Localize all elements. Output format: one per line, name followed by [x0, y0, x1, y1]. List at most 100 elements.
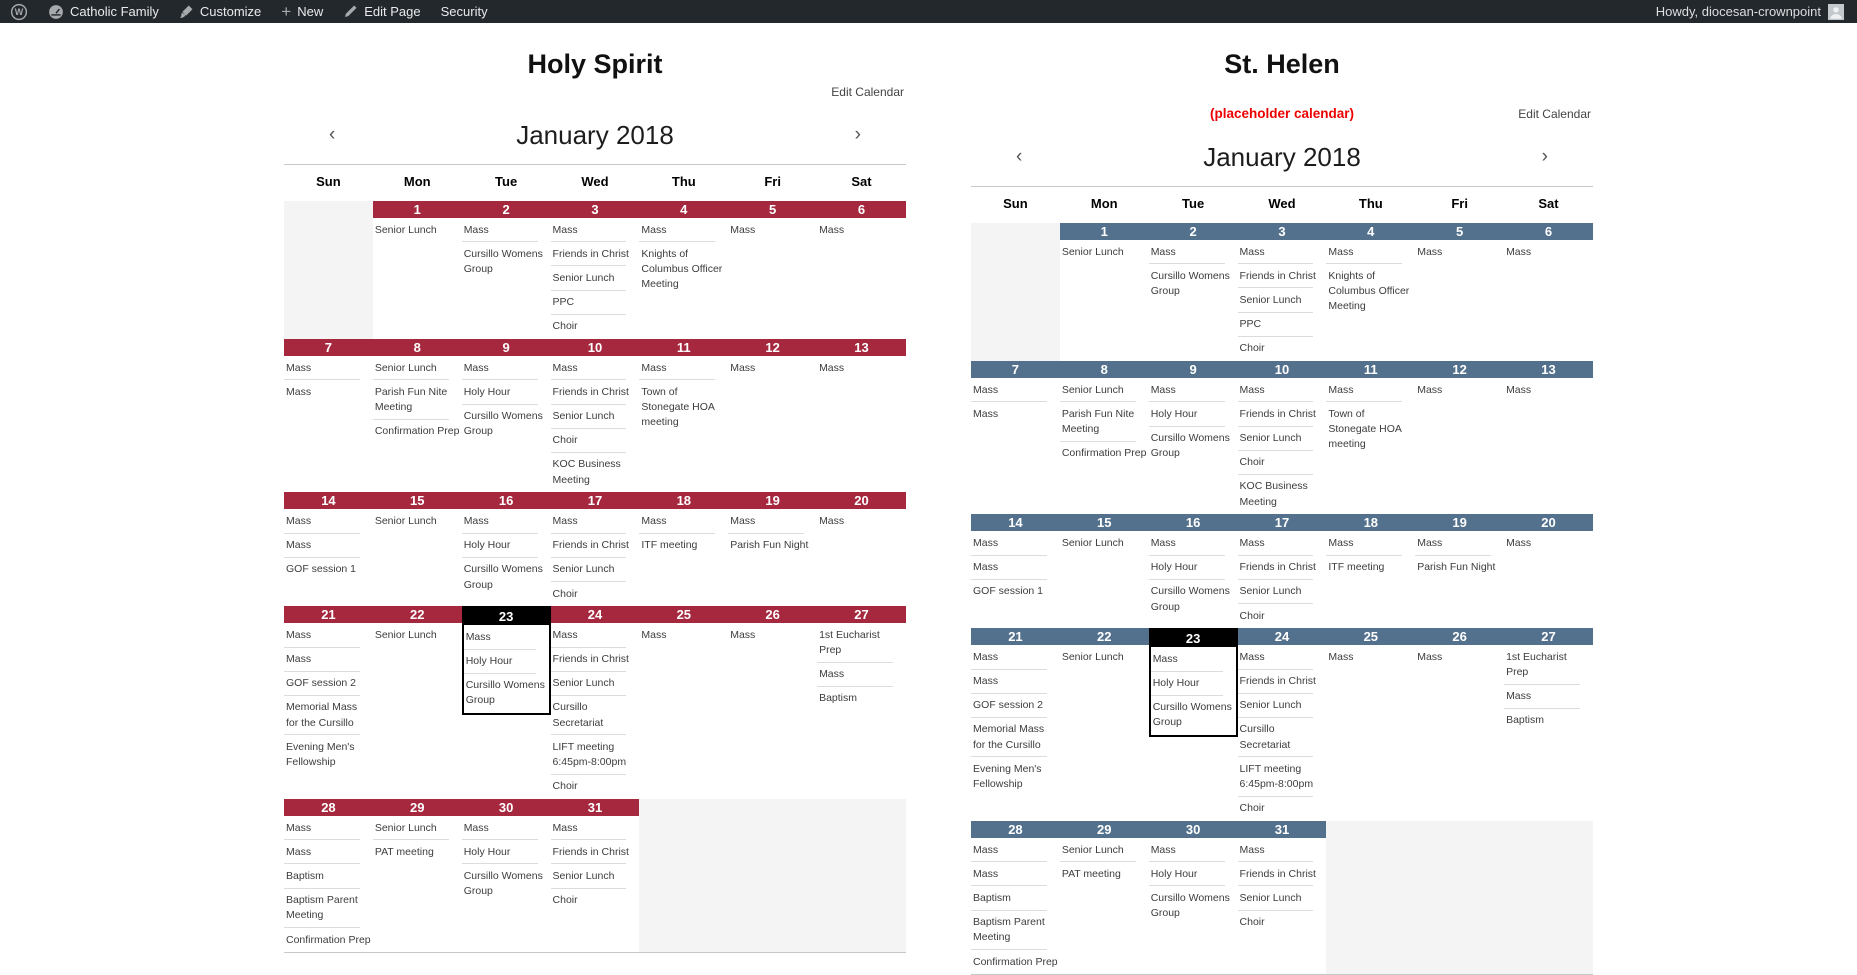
event-item[interactable]: Mass	[550, 356, 640, 381]
event-item[interactable]: Mass	[1237, 378, 1327, 403]
event-item[interactable]: Senior Lunch	[1061, 245, 1124, 258]
event-item[interactable]: Senior Lunch	[550, 864, 640, 889]
event-item[interactable]: Senior Lunch	[374, 514, 437, 527]
event-item[interactable]: Mass	[284, 648, 373, 672]
event-item[interactable]: Mass	[1148, 838, 1238, 863]
event-item[interactable]: Mass	[1326, 378, 1415, 403]
edit-calendar-link[interactable]: Edit Calendar	[1518, 107, 1591, 121]
event-item[interactable]: Cursillo Womens Group	[463, 247, 543, 275]
prev-month-button[interactable]: ‹	[1016, 146, 1023, 167]
event-item[interactable]: 1st Eucharist Prep	[817, 623, 906, 664]
event-item[interactable]: Senior Lunch	[1059, 378, 1149, 403]
event-item[interactable]: Confirmation Prep	[286, 933, 371, 946]
event-item[interactable]: Cursillo Womens Group	[1150, 432, 1230, 460]
event-item[interactable]: Friends in Christ	[1237, 862, 1327, 887]
event-item[interactable]: Mass	[728, 509, 817, 534]
event-item[interactable]: Mass	[284, 509, 373, 534]
event-item[interactable]: Friends in Christ	[550, 242, 640, 267]
event-item[interactable]: Mass	[1415, 531, 1504, 556]
event-item[interactable]: Mass	[1237, 240, 1327, 265]
event-item[interactable]: Friends in Christ	[550, 648, 640, 672]
event-item[interactable]: Memorial Mass for the Cursillo	[971, 718, 1060, 758]
event-item[interactable]: Mass	[1417, 245, 1443, 258]
event-item[interactable]: Mass	[817, 663, 906, 688]
event-item[interactable]: Senior Lunch	[1061, 536, 1124, 549]
event-item[interactable]: Holy Hour	[1148, 402, 1238, 427]
event-item[interactable]: Mass	[1506, 383, 1532, 396]
event-item[interactable]: GOF session 1	[286, 563, 357, 576]
event-item[interactable]: Friends in Christ	[1237, 264, 1327, 289]
admin-bar-item-catholic-family[interactable]: Catholic Family	[38, 0, 169, 23]
event-item[interactable]: Friends in Christ	[1237, 670, 1327, 694]
event-item[interactable]: Cursillo Secretariat	[1237, 718, 1327, 758]
event-item[interactable]: Holy Hour	[461, 840, 551, 865]
event-item[interactable]: Mass	[1506, 536, 1532, 549]
event-item[interactable]: GOF session 2	[971, 694, 1060, 719]
event-item[interactable]: Mass	[461, 218, 551, 243]
event-item[interactable]: Friends in Christ	[550, 840, 640, 865]
event-item[interactable]: Mass	[284, 534, 373, 559]
event-item[interactable]: Choir	[1237, 451, 1327, 476]
event-item[interactable]: Mass	[550, 816, 640, 841]
event-item[interactable]: Mass	[284, 816, 373, 841]
event-item[interactable]: Holy Hour	[463, 650, 549, 674]
event-item[interactable]: Senior Lunch	[1059, 838, 1149, 863]
event-item[interactable]: Mass	[1506, 245, 1532, 258]
event-item[interactable]: Baptism	[284, 864, 373, 889]
event-item[interactable]: KOC Business Meeting	[1239, 480, 1308, 508]
event-item[interactable]: Mass	[819, 514, 845, 527]
event-item[interactable]: Mass	[971, 645, 1060, 670]
prev-month-button[interactable]: ‹	[329, 124, 336, 145]
event-item[interactable]: Cursillo Womens Group	[1150, 585, 1230, 613]
event-item[interactable]: Cursillo Womens Group	[463, 869, 543, 898]
event-item[interactable]: Memorial Mass for the Cursillo	[284, 696, 373, 736]
event-item[interactable]: Holy Hour	[1148, 862, 1238, 887]
event-item[interactable]: Choir	[1239, 916, 1265, 929]
event-item[interactable]: Mass	[461, 509, 551, 534]
event-item[interactable]: Senior Lunch	[1237, 427, 1327, 451]
event-item[interactable]: Cursillo Womens Group	[1152, 701, 1232, 729]
admin-bar-account[interactable]: Howdy, diocesan-crownpoint	[1656, 3, 1857, 20]
event-item[interactable]: Mass	[971, 556, 1060, 581]
admin-bar-item-edit-page[interactable]: Edit Page	[333, 0, 430, 23]
event-item[interactable]: Mass	[973, 407, 999, 420]
event-item[interactable]: Knights of Columbus Officer Meeting	[1328, 269, 1410, 313]
event-item[interactable]: Mass	[819, 223, 845, 236]
event-item[interactable]: Choir	[1239, 342, 1265, 355]
event-item[interactable]: Mass	[971, 531, 1060, 556]
event-item[interactable]: Senior Lunch	[1237, 694, 1327, 719]
event-item[interactable]: Town of Stonegate HOA meeting	[641, 385, 715, 429]
event-item[interactable]: PAT meeting	[374, 845, 434, 858]
event-item[interactable]: Parish Fun Nite Meeting	[1059, 402, 1149, 443]
event-item[interactable]: Senior Lunch	[550, 558, 640, 583]
event-item[interactable]: Friends in Christ	[550, 380, 640, 405]
event-item[interactable]: Choir	[552, 587, 578, 600]
event-item[interactable]: Holy Hour	[461, 534, 551, 559]
event-item[interactable]: Parish Fun Nite Meeting	[372, 380, 462, 421]
event-item[interactable]: Mass	[286, 385, 312, 398]
event-item[interactable]: Mass	[639, 356, 728, 381]
event-item[interactable]: Baptism Parent Meeting	[971, 911, 1060, 951]
event-item[interactable]: Mass	[1417, 383, 1443, 396]
event-item[interactable]: Mass	[1504, 685, 1593, 710]
event-item[interactable]: Senior Lunch	[1237, 580, 1327, 605]
event-item[interactable]: Mass	[284, 623, 373, 648]
admin-bar-item-security[interactable]: Security	[431, 0, 498, 23]
event-item[interactable]: Mass	[971, 670, 1060, 694]
next-month-button[interactable]: ›	[854, 124, 861, 145]
event-item[interactable]: Choir	[552, 780, 578, 793]
event-item[interactable]: Mass	[730, 361, 756, 374]
event-item[interactable]: Cursillo Secretariat	[550, 696, 640, 736]
event-item[interactable]: Mass	[1328, 650, 1354, 663]
event-item[interactable]: Cursillo Womens Group	[1150, 891, 1230, 920]
event-item[interactable]: Senior Lunch	[1061, 650, 1124, 663]
event-item[interactable]: Choir	[1239, 802, 1265, 815]
event-item[interactable]: Mass	[284, 356, 373, 381]
event-item[interactable]: Mass	[1148, 240, 1238, 265]
event-item[interactable]: Mass	[1326, 240, 1415, 265]
event-item[interactable]: Mass	[461, 356, 551, 381]
event-item[interactable]: Knights of Columbus Officer Meeting	[641, 247, 723, 291]
admin-bar-item-new[interactable]: + New	[271, 0, 333, 23]
event-item[interactable]: Confirmation Prep	[973, 955, 1058, 968]
event-item[interactable]: GOF session 1	[973, 585, 1044, 598]
